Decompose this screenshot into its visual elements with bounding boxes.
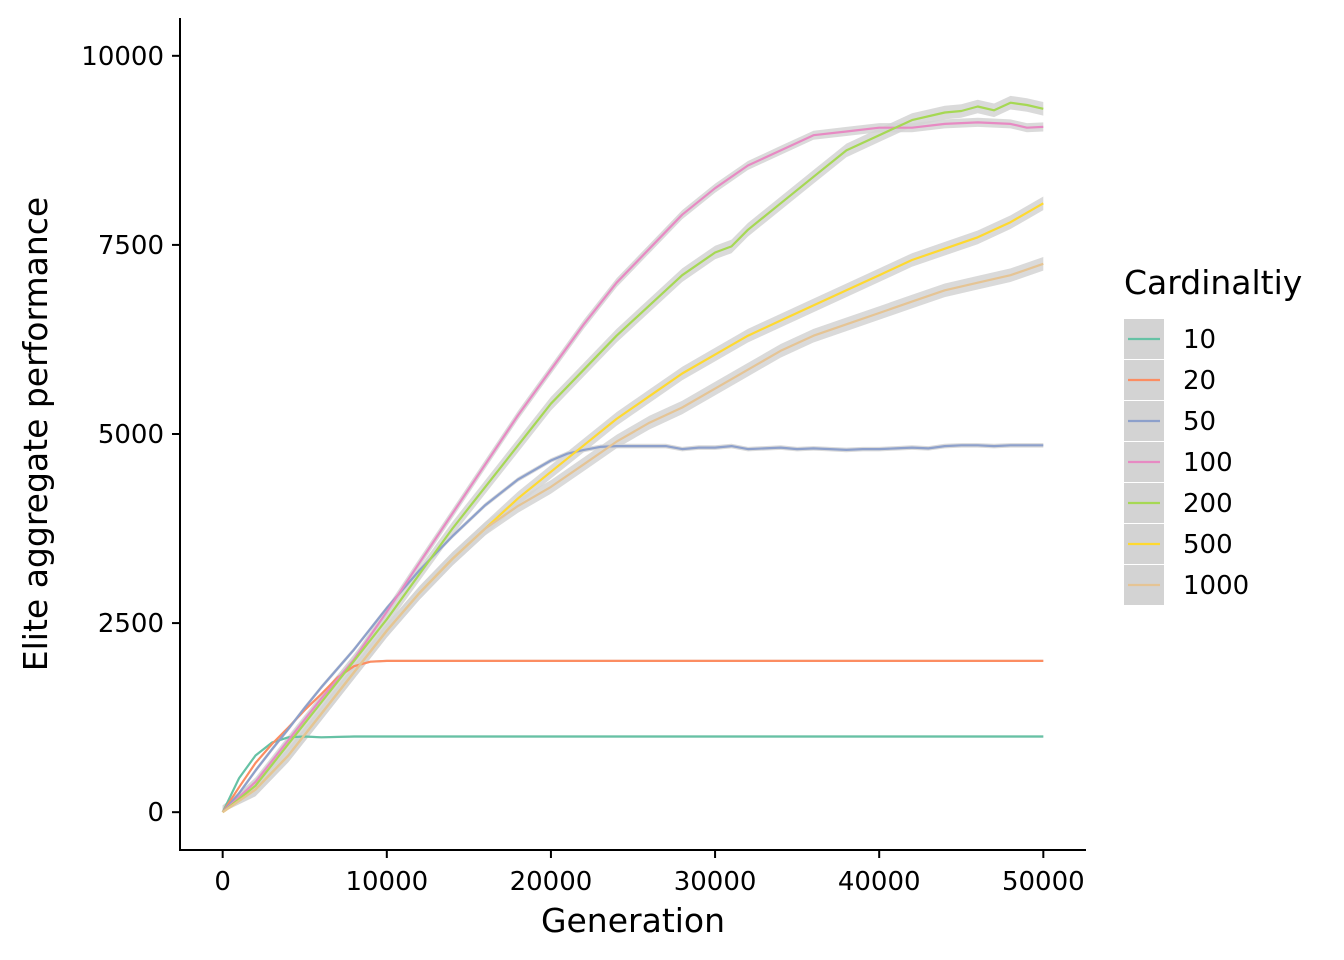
legend-items: 10 20 50 100 200 500 1000	[1124, 319, 1249, 605]
series-line-20	[221, 659, 1044, 813]
y-axis-title: Elite aggregate performance	[16, 197, 55, 671]
series-line-100	[221, 121, 1044, 814]
y-tick-label: 10000	[81, 42, 164, 72]
x-tick-label: 40000	[838, 867, 921, 897]
legend-label-200: 200	[1183, 489, 1233, 519]
x-tick-label: 10000	[345, 867, 428, 897]
series-line-1000	[222, 262, 1044, 814]
series-band-200	[222, 95, 1044, 813]
series-band-1000	[222, 257, 1044, 813]
legend-label-1000: 1000	[1183, 571, 1249, 601]
legend: Cardinaltiy 10 20 50 100 200 500 1000	[1124, 263, 1302, 605]
legend-label-50: 50	[1183, 407, 1216, 437]
legend-label-20: 20	[1183, 366, 1216, 396]
y-tick-label: 2500	[98, 609, 164, 639]
series-line-200	[222, 101, 1044, 814]
series-band-500	[222, 196, 1044, 813]
confidence-bands	[222, 95, 1044, 813]
y-tick-label: 0	[147, 798, 164, 828]
legend-label-10: 10	[1183, 325, 1216, 355]
y-tick-label: 7500	[98, 231, 164, 261]
x-tick-label: 50000	[1002, 867, 1085, 897]
y-ticks: 0 2500 5000 7500 10000	[81, 42, 180, 828]
series-band-100	[222, 117, 1044, 813]
series-band-10	[222, 735, 1044, 813]
series-band-50	[222, 443, 1044, 813]
x-axis-title: Generation	[541, 901, 725, 940]
series-line-10	[221, 735, 1044, 813]
x-tick-label: 30000	[674, 867, 757, 897]
y-tick-label: 5000	[98, 420, 164, 450]
legend-label-500: 500	[1183, 530, 1233, 560]
legend-title: Cardinaltiy	[1124, 263, 1302, 302]
x-ticks: 0 10000 20000 30000 40000 50000	[214, 850, 1085, 897]
legend-label-100: 100	[1183, 448, 1233, 478]
x-tick-label: 0	[214, 867, 231, 897]
series-line-50	[221, 444, 1044, 813]
x-tick-label: 20000	[510, 867, 593, 897]
series-lines	[221, 101, 1044, 814]
